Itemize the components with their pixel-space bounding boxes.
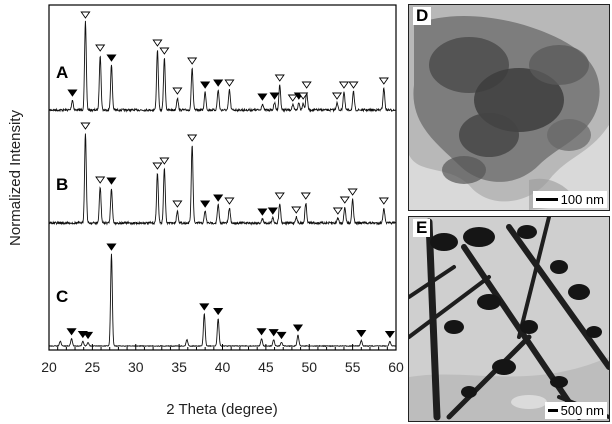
trace-a: [48, 20, 397, 113]
peak-marker-a-13: [274, 74, 285, 82]
peak-marker-b-5: [172, 200, 183, 208]
peak-marker-c-3: [82, 331, 94, 340]
curve-label-a: A: [56, 63, 68, 82]
peak-marker-a-20: [348, 81, 359, 89]
x-axis-label: 2 Theta (degree): [166, 401, 277, 418]
xrd-chart: 20 25 30 35 40 45 50 55 60 A B C 2 Theta (degree…: [7, 4, 404, 418]
tem-image-e: E 500 nm: [408, 216, 610, 422]
peak-marker-a-9: [213, 79, 224, 87]
peak-marker-a-1: [80, 11, 91, 19]
scale-bar-label-e: 500 nm: [560, 403, 604, 418]
peak-marker-b-7: [200, 200, 211, 208]
panel-letter-d: D: [413, 7, 432, 25]
peak-marker-a-5: [159, 47, 170, 55]
markers-layer: [66, 11, 395, 340]
peak-marker-c-11: [292, 324, 304, 332]
peak-marker-b-2: [106, 177, 117, 185]
peak-marker-c-9: [268, 329, 279, 337]
peak-marker-b-17: [347, 188, 358, 196]
peak-marker-c-12: [356, 330, 367, 338]
peak-marker-a-16: [298, 92, 309, 100]
x-tick-label-55: 55: [345, 359, 361, 375]
peak-marker-a-3: [106, 54, 117, 62]
peak-marker-b-12: [274, 192, 285, 200]
peak-marker-b-13: [291, 206, 302, 214]
peak-marker-c-7: [213, 307, 224, 316]
peak-marker-b-8: [213, 194, 224, 202]
peak-marker-b-18: [378, 197, 389, 205]
x-tick-label-30: 30: [128, 359, 144, 375]
peak-marker-a-21: [378, 77, 389, 85]
peak-marker-c-8: [256, 328, 267, 336]
peak-marker-a-8: [200, 81, 211, 89]
curve-label-b: B: [56, 175, 68, 194]
peak-marker-b-11: [267, 207, 278, 215]
peak-marker-a-11: [257, 93, 268, 101]
scale-bar-d: 100 nm: [532, 191, 607, 208]
scale-bar-line-e: [547, 409, 558, 412]
peak-marker-b-6: [187, 134, 198, 142]
curve-label-c: C: [56, 287, 68, 306]
x-tick-label-20: 20: [41, 359, 57, 375]
trace-c: [48, 253, 397, 348]
peak-marker-c-1: [66, 328, 77, 336]
peak-marker-a-4: [152, 39, 163, 47]
peak-marker-a-10: [224, 79, 235, 87]
peak-marker-b-14: [300, 192, 311, 200]
tem-micrograph-e: [409, 217, 609, 421]
peak-marker-b-0: [80, 122, 91, 130]
peak-marker-a-14: [287, 94, 298, 102]
scale-bar-e: 500 nm: [544, 402, 607, 419]
scale-bar-line-d: [535, 198, 558, 201]
peak-marker-c-10: [276, 331, 287, 340]
peak-marker-b-10: [257, 208, 268, 216]
y-axis-label: Normalized Intensity: [7, 110, 24, 246]
peak-marker-c-6: [199, 303, 210, 311]
tem-micrograph-d: [409, 5, 609, 210]
trace-b: [48, 133, 397, 226]
peak-marker-b-16: [339, 196, 350, 204]
x-tick-label-25: 25: [85, 359, 101, 375]
peak-marker-b-3: [152, 162, 163, 170]
peak-marker-c-4: [106, 243, 117, 251]
peak-marker-b-15: [332, 207, 343, 215]
scale-bar-label-d: 100 nm: [560, 192, 604, 207]
peak-marker-a-7: [187, 57, 198, 65]
peak-marker-a-19: [338, 81, 350, 89]
peak-marker-a-2: [95, 44, 106, 52]
peak-marker-a-12: [269, 92, 280, 100]
peak-marker-b-9: [224, 197, 235, 205]
x-tick-label-60: 60: [388, 359, 404, 375]
x-axis: 20 25 30 35 40 45 50 55 60: [41, 344, 404, 375]
x-tick-label-35: 35: [171, 359, 187, 375]
x-tick-label-40: 40: [215, 359, 231, 375]
x-tick-label-45: 45: [258, 359, 274, 375]
peak-marker-a-18: [331, 92, 343, 100]
tem-image-d: D 100 nm: [408, 4, 610, 211]
peak-marker-b-1: [95, 176, 106, 184]
peak-marker-a-6: [172, 87, 183, 95]
panel-letter-e: E: [413, 219, 431, 237]
peak-marker-a-0: [67, 89, 78, 97]
traces-layer: [48, 20, 397, 348]
x-tick-label-50: 50: [301, 359, 317, 375]
peak-marker-a-17: [301, 81, 312, 89]
peak-marker-c-13: [384, 330, 395, 339]
peak-marker-b-4: [159, 157, 170, 165]
